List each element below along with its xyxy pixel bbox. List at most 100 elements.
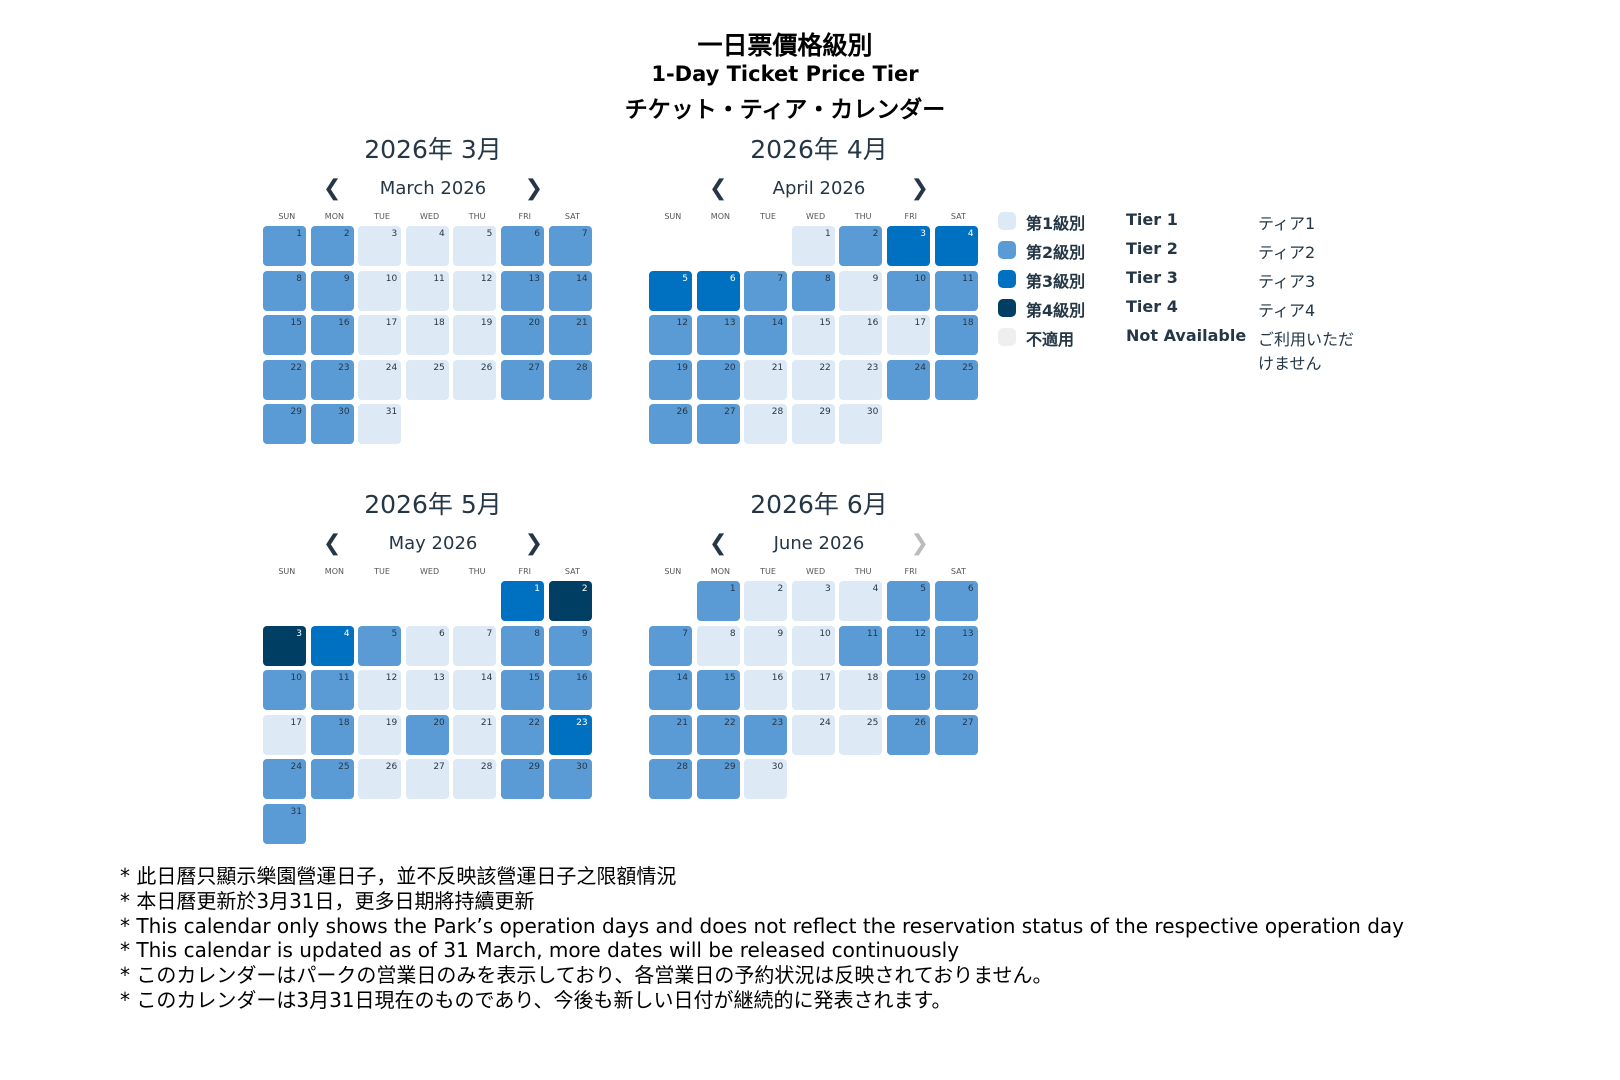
day-cell[interactable]: 12 [886,625,930,666]
day-cell[interactable]: 30 [548,759,592,799]
day-cell[interactable]: 24 [263,759,306,799]
chevron-left-icon[interactable]: ❮ [709,175,728,201]
day-cell[interactable]: 25 [310,759,354,799]
day-cell[interactable]: 31 [358,404,402,444]
day-cell[interactable]: 10 [263,670,306,710]
day-cell[interactable]: 29 [791,404,835,444]
day-cell[interactable]: 1 [696,581,740,621]
day-cell[interactable]: 10 [791,625,835,666]
day-cell[interactable]: 18 [839,670,883,710]
day-cell[interactable]: 14 [649,670,692,710]
day-cell[interactable]: 1 [791,226,835,266]
day-cell[interactable]: 24 [791,714,835,755]
day-cell[interactable]: 9 [548,625,592,666]
day-cell[interactable]: 4 [310,625,354,666]
day-cell[interactable]: 22 [696,714,740,755]
day-cell[interactable]: 15 [791,315,835,355]
day-cell[interactable]: 9 [744,625,788,666]
day-cell[interactable]: 3 [358,226,402,266]
day-cell[interactable]: 22 [263,359,306,400]
chevron-left-icon[interactable]: ❮ [709,530,728,556]
day-cell[interactable]: 25 [934,359,978,400]
day-cell[interactable]: 27 [405,759,449,799]
day-cell[interactable]: 3 [886,226,930,266]
day-cell[interactable]: 13 [500,270,544,311]
day-cell[interactable]: 2 [839,226,883,266]
day-cell[interactable]: 5 [358,625,402,666]
day-cell[interactable]: 1 [500,581,544,621]
day-cell[interactable]: 27 [500,359,544,400]
day-cell[interactable]: 4 [405,226,449,266]
day-cell[interactable]: 5 [453,226,497,266]
chevron-right-icon[interactable]: ❯ [910,175,929,201]
day-cell[interactable]: 13 [696,315,740,355]
day-cell[interactable]: 17 [791,670,835,710]
day-cell[interactable]: 21 [649,714,692,755]
day-cell[interactable]: 3 [791,581,835,621]
day-cell[interactable]: 23 [744,714,788,755]
day-cell[interactable]: 26 [649,404,692,444]
day-cell[interactable]: 1 [263,226,306,266]
day-cell[interactable]: 6 [405,625,449,666]
day-cell[interactable]: 24 [358,359,402,400]
day-cell[interactable]: 15 [696,670,740,710]
day-cell[interactable]: 11 [405,270,449,311]
day-cell[interactable]: 30 [839,404,883,444]
day-cell[interactable]: 13 [405,670,449,710]
day-cell[interactable]: 21 [744,359,788,400]
day-cell[interactable]: 6 [934,581,978,621]
day-cell[interactable]: 16 [839,315,883,355]
day-cell[interactable]: 26 [358,759,402,799]
day-cell[interactable]: 12 [453,270,497,311]
day-cell[interactable]: 15 [263,315,306,355]
day-cell[interactable]: 11 [839,625,883,666]
day-cell[interactable]: 16 [548,670,592,710]
day-cell[interactable]: 15 [500,670,544,710]
chevron-right-icon[interactable]: ❯ [524,530,543,556]
day-cell[interactable]: 29 [500,759,544,799]
day-cell[interactable]: 21 [453,714,497,755]
day-cell[interactable]: 23 [839,359,883,400]
day-cell[interactable]: 26 [886,714,930,755]
day-cell[interactable]: 9 [310,270,354,311]
day-cell[interactable]: 11 [310,670,354,710]
day-cell[interactable]: 29 [263,404,306,444]
chevron-left-icon[interactable]: ❮ [323,530,342,556]
day-cell[interactable]: 4 [934,226,978,266]
day-cell[interactable]: 18 [405,315,449,355]
day-cell[interactable]: 12 [649,315,692,355]
day-cell[interactable]: 24 [886,359,930,400]
day-cell[interactable]: 10 [358,270,402,311]
day-cell[interactable]: 29 [696,759,740,799]
day-cell[interactable]: 26 [453,359,497,400]
day-cell[interactable]: 8 [263,270,306,311]
day-cell[interactable]: 30 [744,759,788,799]
day-cell[interactable]: 14 [453,670,497,710]
day-cell[interactable]: 17 [263,714,306,755]
day-cell[interactable]: 20 [500,315,544,355]
day-cell[interactable]: 10 [886,270,930,311]
day-cell[interactable]: 22 [791,359,835,400]
day-cell[interactable]: 7 [548,226,592,266]
day-cell[interactable]: 17 [358,315,402,355]
day-cell[interactable]: 31 [263,803,306,844]
day-cell[interactable]: 22 [500,714,544,755]
day-cell[interactable]: 20 [405,714,449,755]
day-cell[interactable]: 20 [696,359,740,400]
day-cell[interactable]: 23 [548,714,592,755]
day-cell[interactable]: 5 [886,581,930,621]
day-cell[interactable]: 28 [548,359,592,400]
day-cell[interactable]: 14 [548,270,592,311]
day-cell[interactable]: 28 [744,404,788,444]
day-cell[interactable]: 18 [934,315,978,355]
day-cell[interactable]: 23 [310,359,354,400]
day-cell[interactable]: 27 [696,404,740,444]
day-cell[interactable]: 2 [310,226,354,266]
day-cell[interactable]: 2 [548,581,592,621]
day-cell[interactable]: 7 [744,270,788,311]
day-cell[interactable]: 18 [310,714,354,755]
day-cell[interactable]: 19 [453,315,497,355]
day-cell[interactable]: 11 [934,270,978,311]
day-cell[interactable]: 6 [696,270,740,311]
day-cell[interactable]: 21 [548,315,592,355]
